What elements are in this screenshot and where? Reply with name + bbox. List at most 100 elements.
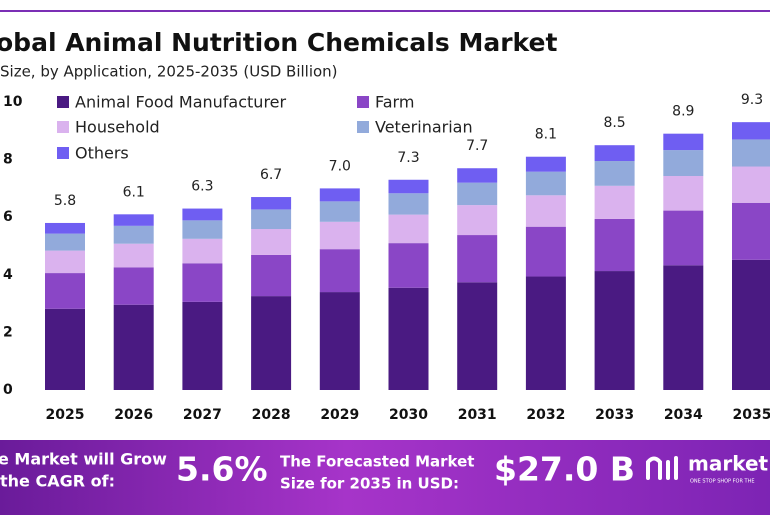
bar-segment (663, 133, 704, 151)
top-border (0, 10, 770, 12)
bar-segment (319, 221, 360, 250)
bar-segment (457, 235, 498, 283)
y-tick-label: 2 (3, 324, 13, 340)
x-tick-label: 2027 (183, 407, 222, 423)
total-label: 6.1 (123, 184, 145, 200)
x-tick-label: 2026 (114, 407, 153, 423)
chart-subtitle: Size, by Application, 2025-2035 (USD Bil… (0, 63, 338, 81)
x-tick-label: 2034 (664, 407, 703, 423)
bar-segment (319, 201, 360, 222)
bar-segment (182, 208, 223, 221)
bar-segment (732, 139, 770, 167)
bar-segment (457, 182, 498, 206)
legend-swatch (57, 147, 69, 159)
bar-segment (251, 229, 292, 255)
x-tick-label: 2031 (458, 407, 497, 423)
legend-label: Farm (375, 93, 414, 112)
y-tick-label: 6 (3, 209, 13, 225)
bar-segment (182, 301, 223, 390)
bar-segment (525, 226, 566, 277)
total-label: 9.3 (741, 92, 763, 108)
bar-segment (45, 233, 85, 251)
x-tick-label: 2033 (595, 407, 634, 423)
bar-segment (251, 197, 292, 210)
x-tick-label: 2029 (320, 407, 359, 423)
legend-swatch (57, 96, 69, 108)
bar-segment (319, 188, 360, 202)
bar-segment (251, 296, 292, 390)
total-label: 6.3 (191, 179, 213, 195)
x-tick-label: 2032 (526, 407, 565, 423)
bar-segment (732, 166, 770, 203)
plot-area: 0 2 4 6 8 10 Animal Food Manufacturer Farm House… (3, 92, 770, 423)
footer-text: Size for 2035 in USD: (280, 475, 459, 493)
bar-segment (732, 259, 770, 390)
bar-segment (525, 276, 566, 390)
total-label: 7.0 (329, 158, 351, 174)
bar-segment (594, 145, 635, 162)
bar-segment (388, 287, 429, 390)
bar-segment (45, 308, 85, 390)
bar-segment (457, 168, 498, 183)
bar-segment (182, 220, 223, 239)
bar-segment (594, 218, 635, 272)
bar-segment (251, 254, 292, 297)
bar-segment (319, 292, 360, 390)
bar-segment (113, 225, 154, 244)
legend-label: Veterinarian (375, 118, 473, 137)
bar-segment (319, 249, 360, 293)
bar-segment (457, 282, 498, 390)
footer-band (0, 440, 770, 515)
x-tick-label: 2025 (46, 407, 85, 423)
bar-segment (113, 267, 154, 305)
forecast-value: $27.0 B (494, 450, 635, 489)
logo-text: market. (688, 452, 770, 476)
bar-segment (45, 273, 85, 309)
bar-segment (251, 209, 292, 230)
bar-segment (113, 304, 154, 390)
total-label: 5.8 (54, 193, 76, 209)
total-label: 8.5 (603, 115, 625, 131)
legend-swatch (57, 121, 69, 133)
bar-segment (182, 263, 223, 302)
logo-tagline: ONE STOP SHOP FOR THE (690, 479, 755, 485)
y-tick-label: 10 (3, 94, 23, 110)
legend-label: Others (75, 144, 129, 163)
bar-segment (594, 271, 635, 390)
footer-text: e Market will Grow (0, 450, 167, 469)
x-tick-label: 2028 (252, 407, 291, 423)
bar-segment (113, 214, 154, 226)
bar-segment (388, 243, 429, 288)
bar-segment (663, 210, 704, 266)
bar-segment (525, 195, 566, 227)
bar-segment (457, 205, 498, 236)
bar-segment (182, 238, 223, 264)
bar-segment (525, 171, 566, 196)
legend-label: Household (75, 118, 160, 137)
y-tick-label: 0 (3, 382, 13, 398)
footer-text: The Forecasted Market (280, 453, 474, 471)
legend-swatch (357, 121, 369, 133)
bar-segment (525, 156, 566, 172)
bar-segment (732, 202, 770, 260)
total-label: 8.1 (535, 127, 557, 143)
bar-segment (388, 193, 429, 215)
bar-segment (45, 250, 85, 274)
bar-segment (594, 185, 635, 219)
x-tick-label: 2030 (389, 407, 428, 423)
bar-segment (663, 176, 704, 211)
bar-segment (45, 222, 85, 234)
chart-title: obal Animal Nutrition Chemicals Market (0, 28, 557, 57)
total-label: 6.7 (260, 167, 282, 183)
legend-label: Animal Food Manufacturer (75, 93, 287, 112)
x-tick-label: 2035 (733, 407, 770, 423)
bar-segment (113, 243, 154, 268)
bar-segment (663, 265, 704, 390)
y-tick-label: 4 (3, 267, 13, 283)
legend-swatch (357, 96, 369, 108)
bar-segment (388, 214, 429, 244)
bar-segment (388, 179, 429, 194)
cagr-value: 5.6% (176, 450, 268, 489)
total-label: 8.9 (672, 104, 694, 120)
